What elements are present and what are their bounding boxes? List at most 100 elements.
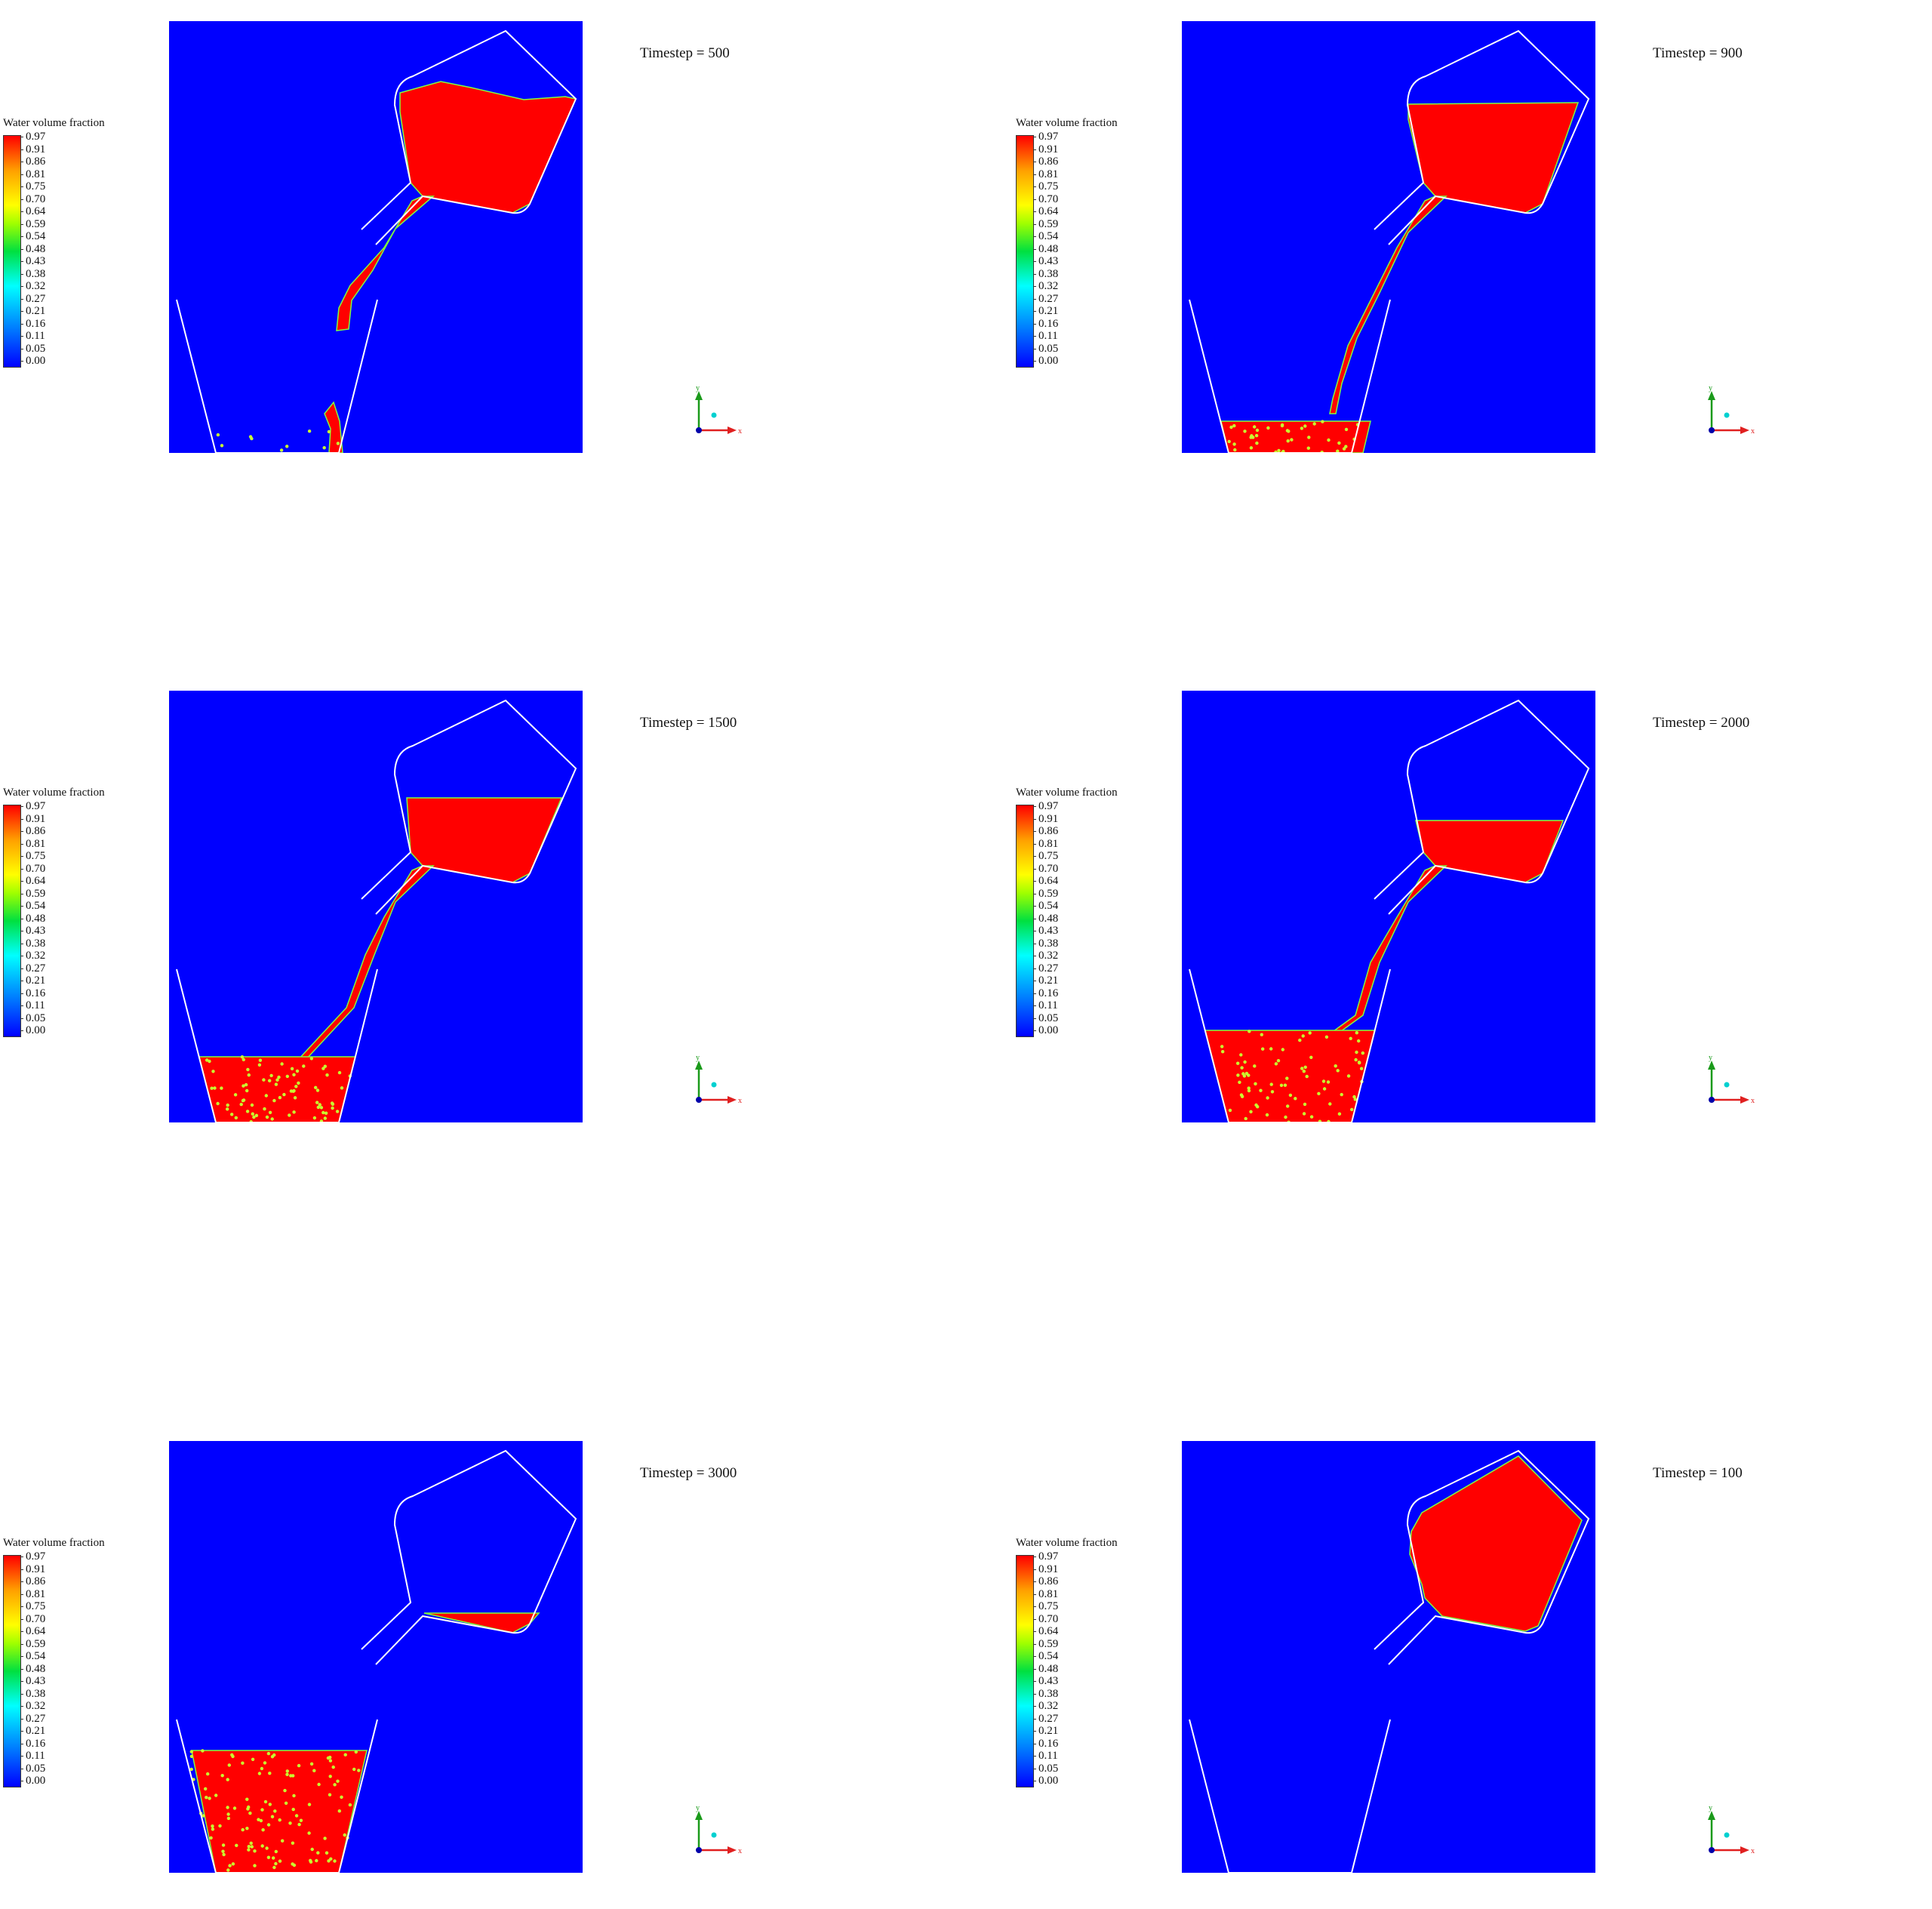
bubble [230, 1113, 234, 1116]
bubble [288, 1821, 292, 1825]
legend-tick: 0.81 [1032, 837, 1059, 850]
bubble [1337, 441, 1341, 445]
water-region [336, 196, 435, 331]
bubble [307, 430, 312, 433]
bubble [227, 1763, 231, 1767]
legend-tick: 0.16 [1032, 317, 1059, 330]
bubble [1359, 1067, 1364, 1070]
bubble [1305, 1074, 1309, 1079]
bubble [242, 1058, 245, 1061]
legend-tick: 0.32 [20, 950, 46, 962]
result-panel-4: Water volume fraction 0.97 0.91 0.86 0.81 0.… [1013, 691, 1932, 1159]
legend-tick: 0.81 [1032, 1587, 1059, 1600]
bubble [1240, 1095, 1244, 1098]
bubble [291, 1841, 295, 1845]
bubble [208, 1797, 211, 1800]
bubble [1265, 1113, 1269, 1117]
cup-wall [1189, 1719, 1391, 1873]
timestep-label: Timestep = 100 [1653, 1465, 1743, 1481]
legend-tick: 0.91 [1032, 143, 1059, 155]
legend-tick: 0.16 [1032, 1737, 1059, 1750]
bubble [218, 1824, 222, 1828]
cup-wall [1189, 299, 1391, 453]
legend-tick: 0.43 [1032, 1675, 1059, 1687]
bubble [226, 1806, 229, 1809]
legend-tick: 0.54 [20, 1650, 46, 1662]
bubble [1312, 422, 1316, 426]
bubble [299, 1818, 303, 1822]
bubble [1336, 1069, 1340, 1073]
bubble [327, 1859, 331, 1863]
bubble [246, 1067, 250, 1072]
colorbar-ticks: 0.97 0.91 0.86 0.81 0.75 0.70 0.64 0.59 0.54 0.48… [1032, 131, 1059, 368]
bubble [270, 1117, 274, 1121]
bubble [1259, 1088, 1263, 1092]
bubble [189, 1750, 193, 1754]
bubble [1266, 426, 1270, 430]
bubble [245, 1827, 249, 1830]
bubble [331, 1102, 335, 1106]
legend-tick: 0.16 [1032, 987, 1059, 999]
legend-tick: 0.75 [20, 1600, 46, 1612]
bubble [253, 1864, 257, 1867]
bubble [248, 435, 253, 439]
axes-triad-icon: y x [695, 384, 742, 436]
bubble [285, 1074, 289, 1079]
bubble [333, 1859, 337, 1863]
bubble [1269, 1082, 1273, 1086]
timestep-label: Timestep = 900 [1653, 45, 1743, 61]
legend-tick: 0.59 [20, 1637, 46, 1650]
pitcher-wall [1374, 1449, 1590, 1665]
legend-tick: 0.27 [20, 962, 46, 975]
bubble [290, 1067, 294, 1070]
legend-tick: 0.75 [20, 180, 46, 192]
legend-tick: 0.64 [20, 205, 46, 217]
legend-tick: 0.81 [1032, 168, 1059, 180]
bubble [1260, 1033, 1263, 1036]
simulation-field [176, 29, 577, 453]
bubble [331, 1106, 334, 1110]
bubble [278, 1859, 282, 1863]
axes-triad-icon: y x [695, 1054, 742, 1105]
bubble [1355, 1050, 1358, 1055]
y-axis-label: y [696, 384, 700, 393]
bubble [265, 1115, 269, 1119]
bubble [323, 1837, 327, 1840]
legend-tick: 0.27 [20, 1712, 46, 1725]
legend-tick: 0.38 [1032, 1687, 1059, 1700]
bubble [336, 442, 340, 445]
bubble [278, 1095, 282, 1100]
bubble [242, 1084, 245, 1088]
bubble [1334, 1064, 1337, 1068]
axes-triad-icon: y x [1708, 384, 1755, 436]
result-panel-6: Water volume fraction 0.97 0.91 0.86 0.81 0.… [1013, 1441, 1932, 1909]
water-region [406, 797, 563, 883]
legend-tick: 0.81 [20, 168, 46, 180]
bubble [343, 1833, 346, 1837]
x-axis-label: x [1751, 427, 1755, 436]
legend-tick: 0.16 [20, 317, 46, 330]
legend-title: Water volume fraction [3, 1537, 105, 1549]
bubble [258, 1058, 263, 1062]
bubble [312, 1116, 317, 1120]
legend-tick: 0.11 [20, 1750, 45, 1762]
bubble [1238, 1080, 1241, 1084]
bubble [1290, 438, 1294, 442]
bubble [220, 1774, 224, 1778]
bubble [1357, 1061, 1361, 1064]
contour-plot [169, 1441, 583, 1873]
legend-tick: 0.81 [20, 1587, 46, 1600]
bubble [325, 1073, 329, 1077]
bubble [278, 1818, 281, 1822]
legend-tick: 0.86 [20, 1575, 46, 1587]
bubble [292, 1794, 296, 1798]
legend-tick: 0.48 [1032, 1662, 1059, 1675]
bubble [1349, 1036, 1352, 1040]
legend-tick: 0.11 [1032, 999, 1058, 1011]
bubble [1321, 420, 1324, 423]
legend-tick: 0.97 [1032, 800, 1059, 812]
bubble [1353, 1098, 1357, 1101]
bubble [260, 1808, 264, 1812]
bubble [1227, 439, 1231, 444]
bubble [240, 1055, 245, 1059]
